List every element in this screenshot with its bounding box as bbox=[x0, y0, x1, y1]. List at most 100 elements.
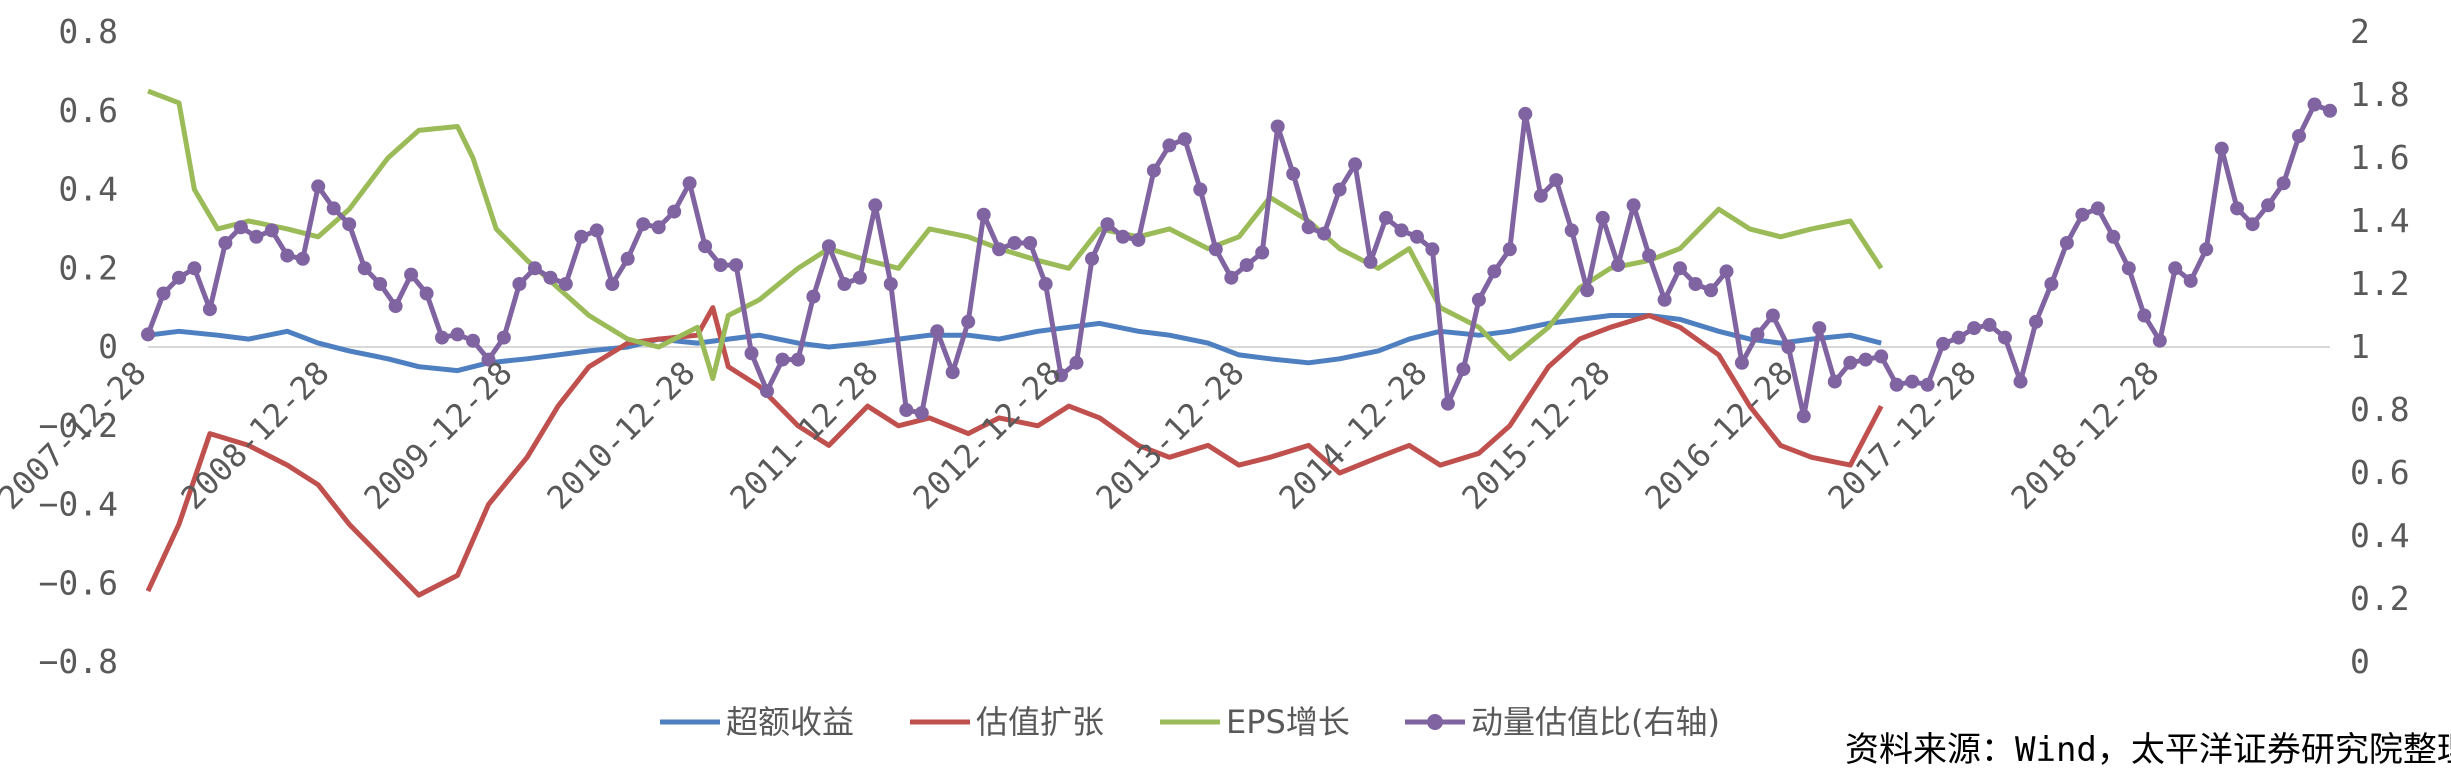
series-point bbox=[156, 286, 171, 301]
right-y-tick-label: 1 bbox=[2350, 327, 2370, 366]
series-point bbox=[1054, 368, 1068, 383]
series-point bbox=[1626, 198, 1641, 213]
series-point bbox=[1255, 245, 1270, 260]
series-point bbox=[2075, 207, 2090, 222]
left-y-tick-label: −0.4 bbox=[39, 485, 118, 524]
left-y-tick-label: 0.2 bbox=[58, 248, 118, 287]
series-point bbox=[2292, 129, 2306, 143]
series-point bbox=[2013, 374, 2028, 389]
x-tick-label: 2016-12-28 bbox=[1638, 354, 1801, 517]
series-point bbox=[2199, 242, 2214, 257]
legend-marker bbox=[1427, 714, 1443, 730]
series-point bbox=[1007, 236, 1022, 250]
series-point bbox=[1440, 396, 1455, 411]
series-point bbox=[450, 327, 465, 342]
series-point bbox=[1827, 374, 1842, 389]
series-point bbox=[1920, 377, 1935, 392]
series-point bbox=[1023, 236, 1038, 250]
series-point bbox=[311, 179, 326, 194]
left-y-tick-label: −0.2 bbox=[39, 406, 118, 445]
series-line-3 bbox=[145, 102, 2331, 419]
series-point bbox=[1208, 242, 1223, 257]
series-point bbox=[1998, 330, 2012, 345]
series-point bbox=[1487, 264, 1502, 279]
series-line-2 bbox=[147, 88, 1884, 381]
series-point bbox=[1843, 355, 1858, 370]
series-point bbox=[1673, 261, 1687, 276]
series-point bbox=[605, 277, 620, 291]
series-point bbox=[1533, 188, 1548, 203]
series-point bbox=[1193, 182, 1208, 197]
series-point bbox=[1688, 277, 1703, 291]
series-point bbox=[2152, 333, 2167, 348]
series-point bbox=[1301, 220, 1316, 235]
series-point bbox=[1936, 336, 1951, 351]
series-point bbox=[1069, 355, 1084, 370]
series-point bbox=[2106, 229, 2121, 244]
left-y-tick-label: 0.8 bbox=[58, 12, 118, 51]
series-point bbox=[1642, 248, 1657, 263]
series-point bbox=[1734, 355, 1749, 370]
series-point bbox=[1332, 182, 1347, 197]
legend: 超额收益 估值扩张 EPS增长 动量估值比(右轴) bbox=[660, 703, 1720, 741]
series-point bbox=[961, 314, 976, 329]
left-y-tick-label: 0.4 bbox=[58, 170, 118, 209]
right-y-tick-label: 1.6 bbox=[2350, 138, 2410, 177]
series-point bbox=[837, 277, 852, 291]
series-point bbox=[682, 176, 697, 191]
series-point bbox=[1410, 229, 1424, 244]
series-point bbox=[883, 277, 898, 291]
series-point bbox=[187, 261, 202, 276]
source-note: 资料来源：Wind，太平洋证券研究院整理 bbox=[1845, 730, 2451, 770]
series-point bbox=[1317, 226, 1332, 241]
series-point bbox=[775, 352, 790, 367]
right-y-axis: 2 1.8 1.6 1.4 1.2 1 0.8 0.6 0.4 0.2 0 bbox=[2350, 12, 2410, 681]
series-point bbox=[1889, 377, 1904, 392]
series-point bbox=[1115, 229, 1130, 244]
series-point bbox=[1239, 258, 1254, 273]
series-point bbox=[1719, 264, 1734, 279]
series-point bbox=[1379, 210, 1393, 225]
series-point bbox=[2183, 273, 2198, 288]
series-point bbox=[1502, 242, 1517, 257]
series-point bbox=[2029, 314, 2043, 329]
series-point bbox=[1363, 254, 1378, 269]
series-point bbox=[992, 242, 1007, 257]
left-y-tick-label: 0 bbox=[98, 327, 118, 366]
series-point bbox=[527, 261, 542, 276]
line-chart: 0.8 0.6 0.4 0.2 0 −0.2 −0.4 −0.6 −0.8 2 1.8 1.6 1.4… bbox=[0, 12, 2410, 741]
plot-area bbox=[141, 88, 2337, 598]
series-point bbox=[1905, 374, 1920, 389]
series-point bbox=[558, 277, 573, 291]
right-y-tick-label: 0.6 bbox=[2350, 453, 2410, 492]
series-point bbox=[667, 204, 682, 219]
series-point bbox=[249, 229, 264, 244]
series-point bbox=[1131, 232, 1146, 247]
series-point bbox=[1982, 317, 1997, 332]
series-point bbox=[218, 236, 233, 250]
series-point bbox=[868, 198, 883, 213]
series-point bbox=[852, 270, 867, 285]
right-y-tick-label: 1.8 bbox=[2350, 75, 2410, 114]
series-point bbox=[1611, 258, 1626, 273]
left-y-tick-label: 0.6 bbox=[58, 91, 118, 130]
series-point bbox=[1796, 409, 1811, 424]
series-point bbox=[1177, 132, 1192, 147]
series-point bbox=[806, 289, 821, 304]
series-point bbox=[466, 333, 480, 348]
series-point bbox=[1394, 223, 1409, 238]
series-point bbox=[2307, 97, 2322, 112]
right-y-tick-label: 1.2 bbox=[2350, 264, 2410, 303]
x-tick-label: 2013-12-28 bbox=[1089, 354, 1252, 517]
series-point bbox=[481, 352, 496, 367]
series-point bbox=[1549, 173, 1564, 188]
legend-label: EPS增长 bbox=[1226, 703, 1350, 741]
series-point bbox=[1812, 321, 1827, 336]
series-point bbox=[1781, 340, 1796, 354]
series-point bbox=[1146, 163, 1161, 178]
right-y-tick-label: 1.4 bbox=[2350, 201, 2410, 240]
series-point bbox=[1657, 292, 1672, 307]
series-point bbox=[1162, 138, 1177, 153]
series-point bbox=[1224, 270, 1239, 285]
left-y-axis: 0.8 0.6 0.4 0.2 0 −0.2 −0.4 −0.6 −0.8 bbox=[39, 12, 118, 681]
